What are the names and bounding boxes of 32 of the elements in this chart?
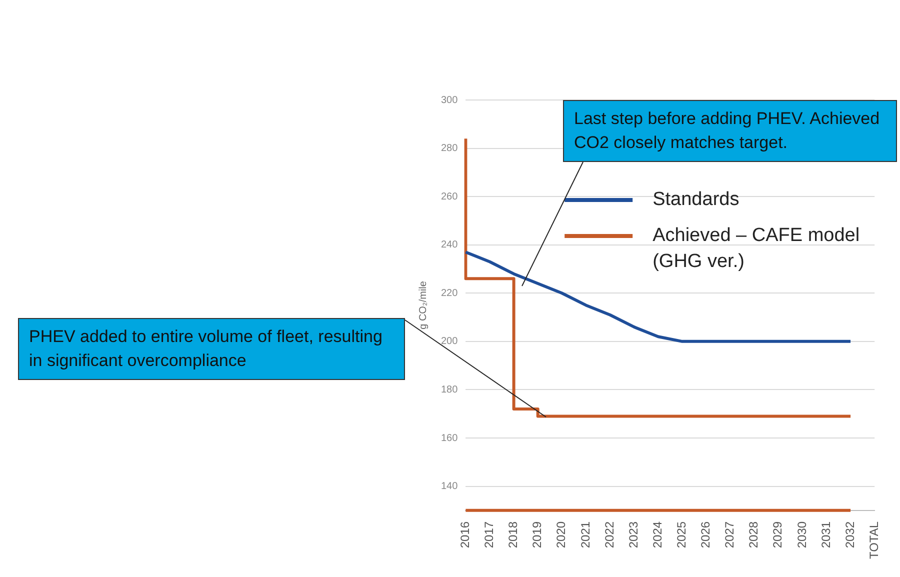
x-tick-label: 2016 — [458, 521, 472, 548]
x-tick-label: 2017 — [482, 521, 496, 548]
y-axis-title: g CO₂/mile — [418, 280, 429, 330]
x-tick-label: 2032 — [842, 521, 857, 548]
x-tick-label: 2031 — [818, 521, 833, 548]
legend-label: Achieved – CAFE model (GHG ver.) — [652, 225, 860, 272]
annotation: Last step before adding PHEV. Achieved CO2 closely matches target. — [563, 100, 897, 162]
y-tick-label: 160 — [440, 432, 458, 444]
y-tick-label: 260 — [440, 191, 458, 202]
x-tick-label: 2025 — [674, 521, 688, 548]
x-tick-label: 2021 — [578, 521, 592, 548]
x-tick-label: 2023 — [626, 521, 640, 548]
x-tick-label: 2024 — [650, 521, 664, 548]
y-tick-label: 180 — [440, 384, 458, 396]
x-tick-label: 2018 — [506, 521, 520, 548]
y-tick-label: 200 — [440, 336, 458, 348]
x-tick-label: 2022 — [602, 521, 616, 548]
legend-label: Standards — [652, 189, 740, 210]
x-tick-label: 2027 — [722, 521, 737, 548]
y-tick-label: 140 — [440, 481, 458, 492]
x-tick-label: 2020 — [554, 521, 568, 548]
y-tick-label: 220 — [440, 288, 458, 299]
x-tick-label: 2030 — [794, 521, 809, 548]
x-tick-label: TOTAL — [866, 521, 881, 560]
y-tick-label: 300 — [440, 94, 458, 106]
x-tick-label: 2028 — [746, 521, 761, 548]
x-tick-label: 2029 — [770, 521, 785, 548]
y-tick-label: 280 — [440, 143, 458, 154]
x-tick-label: 2026 — [698, 521, 713, 548]
x-tick-label: 2019 — [530, 521, 544, 548]
y-tick-label: 240 — [440, 240, 458, 251]
text: PHEV added to entire volume of fleet, resulting in significant overcompliance — [18, 318, 405, 380]
